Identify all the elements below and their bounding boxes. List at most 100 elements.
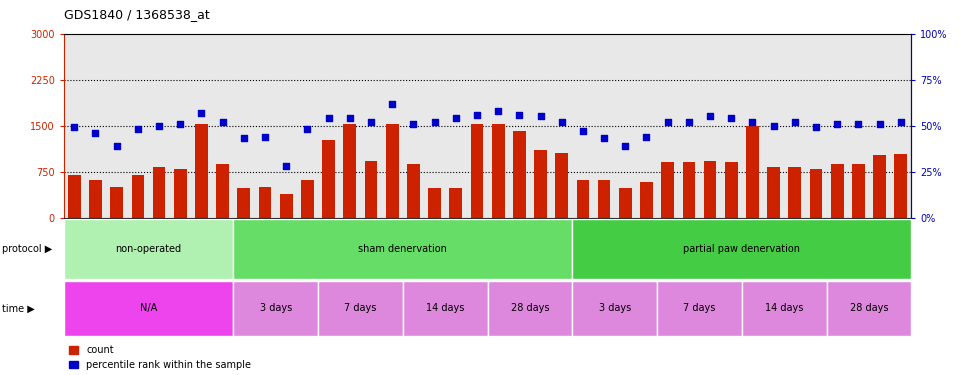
Bar: [64, 219, 233, 279]
Bar: [619, 188, 632, 218]
Text: N/A: N/A: [140, 303, 157, 313]
Bar: [318, 281, 403, 336]
Point: [660, 119, 675, 125]
Point: [406, 121, 421, 127]
Bar: [131, 175, 144, 217]
Point: [300, 126, 316, 132]
Point: [533, 113, 549, 119]
Bar: [280, 194, 293, 217]
Text: time ▶: time ▶: [2, 303, 34, 313]
Bar: [572, 219, 911, 279]
Bar: [322, 140, 335, 218]
Text: non-operated: non-operated: [116, 244, 181, 254]
Bar: [513, 130, 525, 218]
Point: [215, 119, 230, 125]
Text: 7 days: 7 days: [344, 303, 376, 313]
Bar: [365, 161, 377, 218]
Bar: [725, 162, 738, 218]
Text: 14 days: 14 days: [765, 303, 804, 313]
Text: partial paw denervation: partial paw denervation: [683, 244, 801, 254]
Bar: [576, 180, 589, 218]
Bar: [343, 124, 356, 217]
Legend: count, percentile rank within the sample: count, percentile rank within the sample: [69, 345, 251, 370]
Point: [278, 163, 294, 169]
Bar: [195, 124, 208, 217]
Point: [109, 143, 124, 149]
Bar: [259, 188, 271, 218]
Point: [257, 134, 272, 140]
Bar: [746, 126, 759, 218]
Bar: [556, 153, 568, 218]
Point: [320, 115, 336, 121]
Bar: [598, 180, 611, 218]
Point: [364, 119, 379, 125]
Point: [87, 130, 103, 136]
Point: [469, 112, 485, 118]
Text: 28 days: 28 days: [511, 303, 549, 313]
Point: [765, 123, 781, 129]
Point: [723, 115, 739, 121]
Bar: [217, 164, 229, 218]
Bar: [640, 182, 653, 218]
Point: [596, 135, 612, 141]
Point: [236, 135, 252, 141]
Bar: [488, 281, 572, 336]
Point: [872, 121, 888, 127]
Text: 3 days: 3 days: [599, 303, 631, 313]
Bar: [895, 154, 907, 218]
Bar: [852, 164, 864, 218]
Text: protocol ▶: protocol ▶: [2, 244, 52, 254]
Bar: [153, 166, 166, 218]
Point: [172, 121, 188, 127]
Bar: [534, 150, 547, 217]
Text: sham denervation: sham denervation: [359, 244, 447, 254]
Text: 7 days: 7 days: [683, 303, 715, 313]
Bar: [89, 180, 102, 218]
Point: [151, 123, 167, 129]
Bar: [173, 169, 186, 217]
Bar: [704, 160, 716, 218]
Point: [617, 143, 633, 149]
Text: 28 days: 28 days: [850, 303, 888, 313]
Point: [703, 113, 718, 119]
Bar: [407, 164, 419, 218]
Point: [851, 121, 866, 127]
Bar: [742, 281, 826, 336]
Point: [829, 121, 845, 127]
Bar: [873, 155, 886, 218]
Bar: [470, 124, 483, 217]
Bar: [657, 281, 742, 336]
Bar: [233, 219, 572, 279]
Point: [194, 110, 210, 116]
Bar: [662, 162, 674, 218]
Bar: [767, 167, 780, 217]
Bar: [789, 167, 802, 217]
Bar: [572, 281, 657, 336]
Point: [512, 112, 527, 118]
Text: 14 days: 14 days: [426, 303, 465, 313]
Point: [448, 115, 464, 121]
Bar: [450, 188, 463, 218]
Point: [681, 119, 697, 125]
Bar: [233, 281, 318, 336]
Point: [67, 124, 82, 130]
Point: [808, 124, 824, 130]
Point: [384, 100, 400, 106]
Text: GDS1840 / 1368538_at: GDS1840 / 1368538_at: [64, 8, 210, 21]
Point: [130, 126, 146, 132]
Point: [893, 119, 908, 125]
Point: [490, 108, 506, 114]
Bar: [386, 124, 399, 217]
Point: [787, 119, 803, 125]
Point: [639, 134, 655, 140]
Bar: [809, 168, 822, 217]
Bar: [237, 188, 250, 218]
Bar: [64, 281, 233, 336]
Text: 3 days: 3 days: [260, 303, 292, 313]
Bar: [111, 188, 123, 218]
Bar: [492, 124, 505, 217]
Bar: [682, 162, 695, 218]
Bar: [68, 175, 80, 217]
Bar: [428, 188, 441, 218]
Point: [426, 119, 442, 125]
